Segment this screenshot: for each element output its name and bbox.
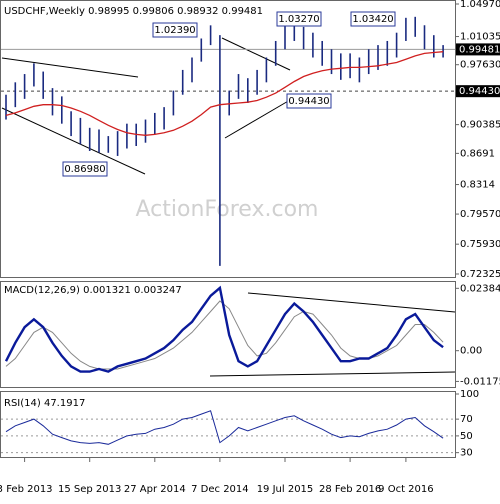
annotation: 0.94430 — [288, 96, 329, 107]
level-tag — [456, 85, 500, 98]
annotation-box — [350, 11, 396, 27]
ma-line — [5, 51, 444, 136]
y-tick-label: 1.01035 — [460, 32, 500, 43]
trendline — [247, 292, 456, 313]
x-tick-label: 27 Apr 2014 — [124, 484, 186, 495]
annotation: 1.03270 — [278, 14, 319, 25]
y-tick-label: 0.75930 — [460, 239, 500, 250]
trendline — [221, 37, 291, 71]
rsi-title: RSI(14) 47.1917 — [4, 398, 85, 409]
x-tick-label: 3 Feb 2013 — [0, 484, 53, 495]
y-tick-label: 100 — [460, 389, 479, 400]
y-tick-label: 70 — [460, 414, 473, 425]
macd-title: MACD(12,26,9) 0.001321 0.003247 — [4, 285, 182, 296]
annotation: 0.86980 — [64, 164, 105, 175]
y-tick-label: 0.97630 — [460, 60, 500, 71]
x-tick-label: 9 Oct 2016 — [378, 484, 433, 495]
rsi-line — [5, 410, 444, 445]
trendline — [1, 107, 146, 175]
annotation-box — [286, 93, 332, 109]
level-label: 0.99481 — [459, 44, 500, 55]
y-tick-label: 0.023848 — [460, 283, 500, 294]
watermark: ActionForex.com — [136, 197, 319, 222]
annotation: 1.02390 — [154, 25, 195, 36]
y-tick-label: 0.79570 — [460, 209, 500, 220]
price-title: USDCHF,Weekly 0.98995 0.99806 0.98932 0.… — [4, 6, 263, 17]
annotation-box — [62, 161, 108, 177]
y-tick-label: 0.90385 — [460, 120, 500, 131]
x-tick-label: 7 Dec 2014 — [191, 484, 249, 495]
y-tick-label: 0.00 — [460, 346, 482, 357]
y-tick-label: 0.72325 — [460, 269, 500, 280]
trendline — [1, 57, 139, 78]
price-pane — [0, 0, 456, 278]
x-tick-label: 15 Sep 2013 — [58, 484, 121, 495]
y-tick-label: 30 — [460, 448, 473, 459]
trendline — [224, 99, 291, 139]
y-tick-label: 0.8691 — [460, 148, 495, 159]
level-label: 0.94430 — [459, 86, 500, 97]
x-tick-label: 19 Jul 2015 — [257, 484, 314, 495]
trendlines — [1, 37, 456, 377]
y-tick-label: 0.8314 — [460, 180, 495, 191]
annotation-box — [276, 11, 322, 27]
annotation: 1.03420 — [352, 14, 393, 25]
y-tick-label: 1.04970 — [460, 0, 500, 10]
x-tick-label: 28 Feb 2016 — [319, 484, 381, 495]
y-tick-label: -0.01175 — [460, 376, 500, 387]
rsi-pane — [0, 391, 456, 458]
level-tag — [456, 43, 500, 56]
y-tick-label: 50 — [460, 431, 473, 442]
trendline — [209, 371, 456, 377]
macd-line — [4, 285, 444, 373]
annotation-box — [152, 22, 198, 38]
